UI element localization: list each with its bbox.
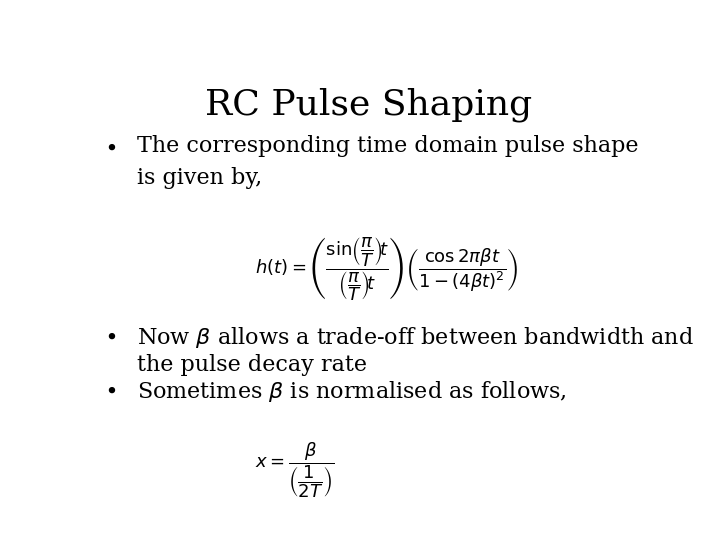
Text: is given by,: is given by, bbox=[138, 167, 263, 188]
Text: $\bullet$: $\bullet$ bbox=[104, 379, 116, 401]
Text: RC Pulse Shaping: RC Pulse Shaping bbox=[205, 87, 533, 122]
Text: $\bullet$: $\bullet$ bbox=[104, 325, 116, 347]
Text: Now $\beta$ allows a trade-off between bandwidth and: Now $\beta$ allows a trade-off between b… bbox=[138, 325, 694, 350]
Text: the pulse decay rate: the pulse decay rate bbox=[138, 354, 367, 376]
Text: $h(t) = \left( \dfrac{\sin\!\left(\dfrac{\pi}{T}\right)\!t}{\left(\dfrac{\pi}{T}: $h(t) = \left( \dfrac{\sin\!\left(\dfrac… bbox=[255, 235, 518, 303]
Text: The corresponding time domain pulse shape: The corresponding time domain pulse shap… bbox=[138, 136, 639, 158]
Text: $\bullet$: $\bullet$ bbox=[104, 136, 116, 158]
Text: $x = \dfrac{\beta}{\left(\dfrac{1}{2T}\right)}$: $x = \dfrac{\beta}{\left(\dfrac{1}{2T}\r… bbox=[255, 441, 334, 501]
Text: Sometimes $\beta$ is normalised as follows,: Sometimes $\beta$ is normalised as follo… bbox=[138, 379, 567, 404]
